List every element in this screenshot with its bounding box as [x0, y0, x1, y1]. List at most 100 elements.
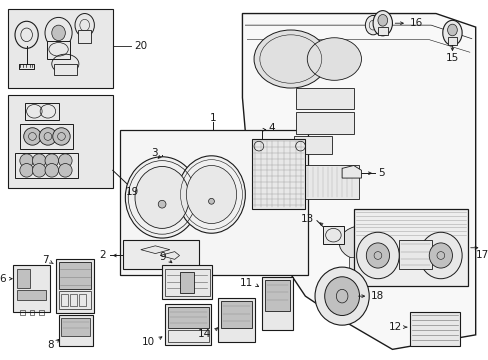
Ellipse shape [125, 157, 199, 238]
Ellipse shape [158, 200, 165, 208]
Ellipse shape [59, 154, 72, 167]
Text: 7: 7 [42, 255, 49, 265]
Ellipse shape [21, 28, 32, 42]
Polygon shape [54, 64, 77, 76]
Bar [218, 298, 255, 342]
Text: 14: 14 [198, 329, 211, 339]
Ellipse shape [324, 277, 359, 315]
Bar [162, 265, 212, 299]
Text: 11: 11 [239, 278, 253, 288]
Bar [17, 269, 30, 288]
Text: 9: 9 [159, 252, 165, 262]
Ellipse shape [447, 24, 456, 36]
Bar [252, 139, 305, 209]
Ellipse shape [59, 163, 72, 177]
Text: 18: 18 [370, 291, 384, 301]
Bar [295, 88, 353, 109]
Bar [8, 95, 113, 188]
Bar [61, 318, 90, 336]
Bar [59, 315, 93, 346]
Ellipse shape [419, 232, 461, 279]
Text: 1: 1 [210, 113, 216, 123]
Polygon shape [123, 240, 199, 269]
Text: 6: 6 [0, 274, 6, 284]
Bar [167, 307, 208, 328]
Text: 17: 17 [475, 251, 488, 261]
Bar [447, 37, 456, 45]
Ellipse shape [177, 156, 245, 233]
Bar [8, 9, 113, 88]
Polygon shape [24, 103, 59, 120]
Ellipse shape [366, 243, 389, 268]
Ellipse shape [254, 30, 327, 88]
Bar [167, 330, 208, 342]
Bar [221, 301, 252, 328]
Text: 15: 15 [445, 53, 458, 63]
Ellipse shape [45, 163, 59, 177]
Bar [59, 291, 91, 309]
Bar [348, 257, 377, 282]
Text: 3: 3 [151, 148, 158, 158]
Polygon shape [15, 153, 78, 178]
Polygon shape [78, 30, 91, 42]
Bar [322, 226, 344, 244]
Text: 5: 5 [377, 168, 384, 178]
Polygon shape [342, 166, 361, 178]
Ellipse shape [23, 128, 41, 145]
Ellipse shape [45, 17, 72, 48]
Bar [164, 269, 209, 296]
Ellipse shape [52, 25, 65, 41]
Ellipse shape [314, 267, 368, 325]
Text: 12: 12 [388, 322, 401, 332]
Text: 10: 10 [142, 337, 155, 347]
Bar [295, 112, 353, 134]
Bar [79, 294, 85, 306]
Ellipse shape [372, 11, 392, 36]
Bar [56, 259, 94, 312]
Bar [61, 294, 68, 306]
Polygon shape [242, 14, 475, 349]
Ellipse shape [186, 166, 236, 224]
Bar [179, 272, 194, 293]
Bar [59, 262, 91, 289]
Polygon shape [20, 124, 73, 149]
Bar [29, 310, 34, 315]
Ellipse shape [306, 38, 361, 80]
Polygon shape [47, 41, 70, 59]
Bar [17, 290, 46, 300]
Bar [398, 240, 431, 269]
Ellipse shape [32, 163, 46, 177]
Text: 4: 4 [268, 123, 275, 133]
Bar [377, 27, 387, 35]
Ellipse shape [428, 243, 451, 268]
Bar [353, 209, 467, 287]
Polygon shape [160, 252, 179, 259]
Bar [39, 310, 44, 315]
Ellipse shape [208, 198, 214, 204]
Ellipse shape [53, 128, 70, 145]
Text: 13: 13 [300, 214, 313, 224]
Text: 8: 8 [47, 339, 54, 350]
Ellipse shape [442, 20, 461, 45]
Polygon shape [141, 246, 169, 253]
Bar [119, 130, 307, 275]
Ellipse shape [20, 163, 33, 177]
Ellipse shape [39, 128, 57, 145]
Ellipse shape [75, 14, 94, 37]
Ellipse shape [45, 154, 59, 167]
Ellipse shape [377, 14, 387, 26]
Ellipse shape [339, 225, 387, 260]
Ellipse shape [135, 166, 189, 228]
Bar [409, 312, 459, 346]
Text: 16: 16 [409, 18, 422, 28]
Bar [164, 304, 211, 345]
Ellipse shape [356, 232, 398, 279]
Ellipse shape [20, 154, 33, 167]
Bar [70, 294, 77, 306]
Bar [20, 310, 24, 315]
Ellipse shape [365, 15, 380, 35]
Ellipse shape [32, 154, 46, 167]
Text: 19: 19 [126, 186, 139, 197]
Bar [264, 280, 289, 311]
Bar [293, 136, 332, 154]
